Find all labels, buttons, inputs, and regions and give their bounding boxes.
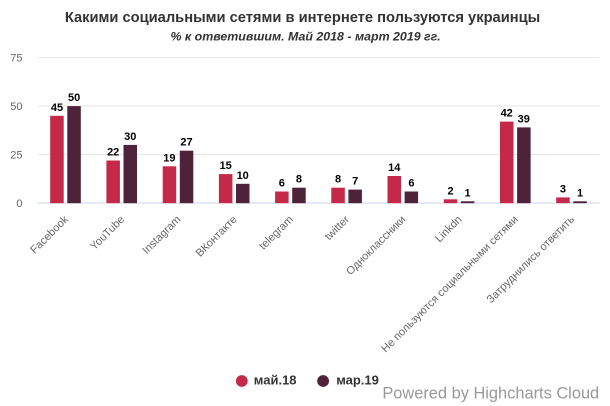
svg-text:6: 6 xyxy=(279,178,285,190)
svg-text:50: 50 xyxy=(68,92,80,104)
svg-text:3: 3 xyxy=(560,183,566,195)
svg-text:Какими социальными сетями в ин: Какими социальными сетями в интернете по… xyxy=(65,10,540,26)
svg-text:19: 19 xyxy=(163,152,175,164)
svg-text:10: 10 xyxy=(237,170,249,182)
svg-text:50: 50 xyxy=(10,101,22,113)
svg-text:30: 30 xyxy=(124,131,136,143)
svg-text:май.18: май.18 xyxy=(254,372,297,387)
svg-text:14: 14 xyxy=(388,162,401,174)
svg-text:75: 75 xyxy=(10,53,22,65)
svg-text:мар.19: мар.19 xyxy=(336,372,379,387)
svg-text:1: 1 xyxy=(577,187,583,199)
svg-text:0: 0 xyxy=(16,198,22,210)
svg-text:15: 15 xyxy=(219,160,231,172)
svg-text:39: 39 xyxy=(518,113,530,125)
svg-text:45: 45 xyxy=(51,102,63,114)
svg-text:8: 8 xyxy=(296,174,302,186)
svg-text:42: 42 xyxy=(501,108,513,120)
svg-text:1: 1 xyxy=(465,187,471,199)
svg-text:Powered by Highcharts Cloud: Powered by Highcharts Cloud xyxy=(382,384,599,402)
svg-text:22: 22 xyxy=(107,147,119,159)
svg-text:6: 6 xyxy=(408,178,414,190)
svg-text:8: 8 xyxy=(335,174,341,186)
svg-text:25: 25 xyxy=(10,150,22,162)
svg-text:2: 2 xyxy=(447,185,453,197)
svg-text:% к ответившим. Май 2018 - мар: % к ответившим. Май 2018 - март 2019 гг. xyxy=(170,30,440,44)
svg-text:7: 7 xyxy=(352,176,358,188)
svg-text:27: 27 xyxy=(180,137,192,149)
